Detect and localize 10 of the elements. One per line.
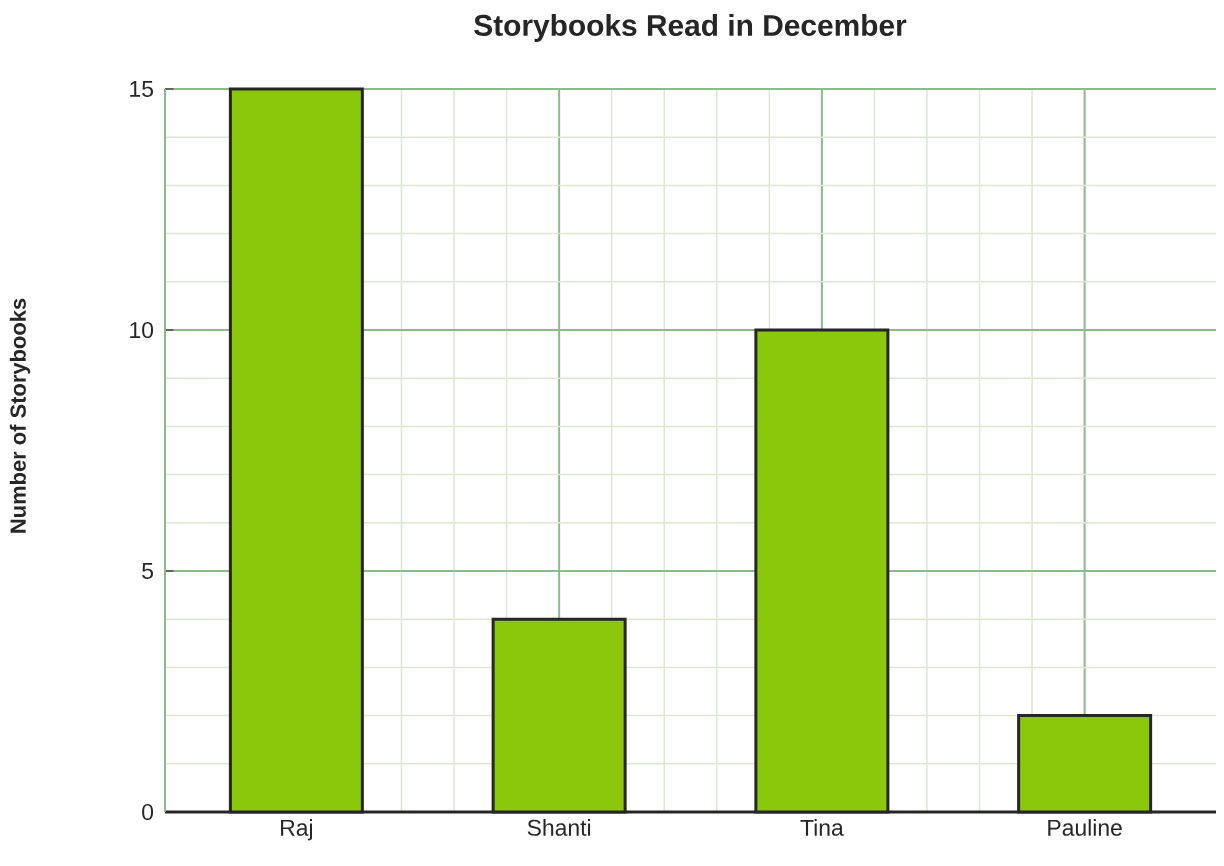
y-tick-label: 15 [130,81,153,97]
x-tick-label: Tina [800,819,844,836]
y-tick-label: 10 [130,321,154,339]
x-tick-label: Shanti [527,819,591,836]
y-tick-label: 5 [142,563,153,579]
x-tick-label: Raj [281,819,312,841]
x-tick-label: Pauline [1048,819,1122,836]
y-tick-label: 0 [142,803,154,821]
chart-title: Storybooks Read in December [474,14,907,42]
y-axis-title: Number of Storybooks [9,298,31,533]
